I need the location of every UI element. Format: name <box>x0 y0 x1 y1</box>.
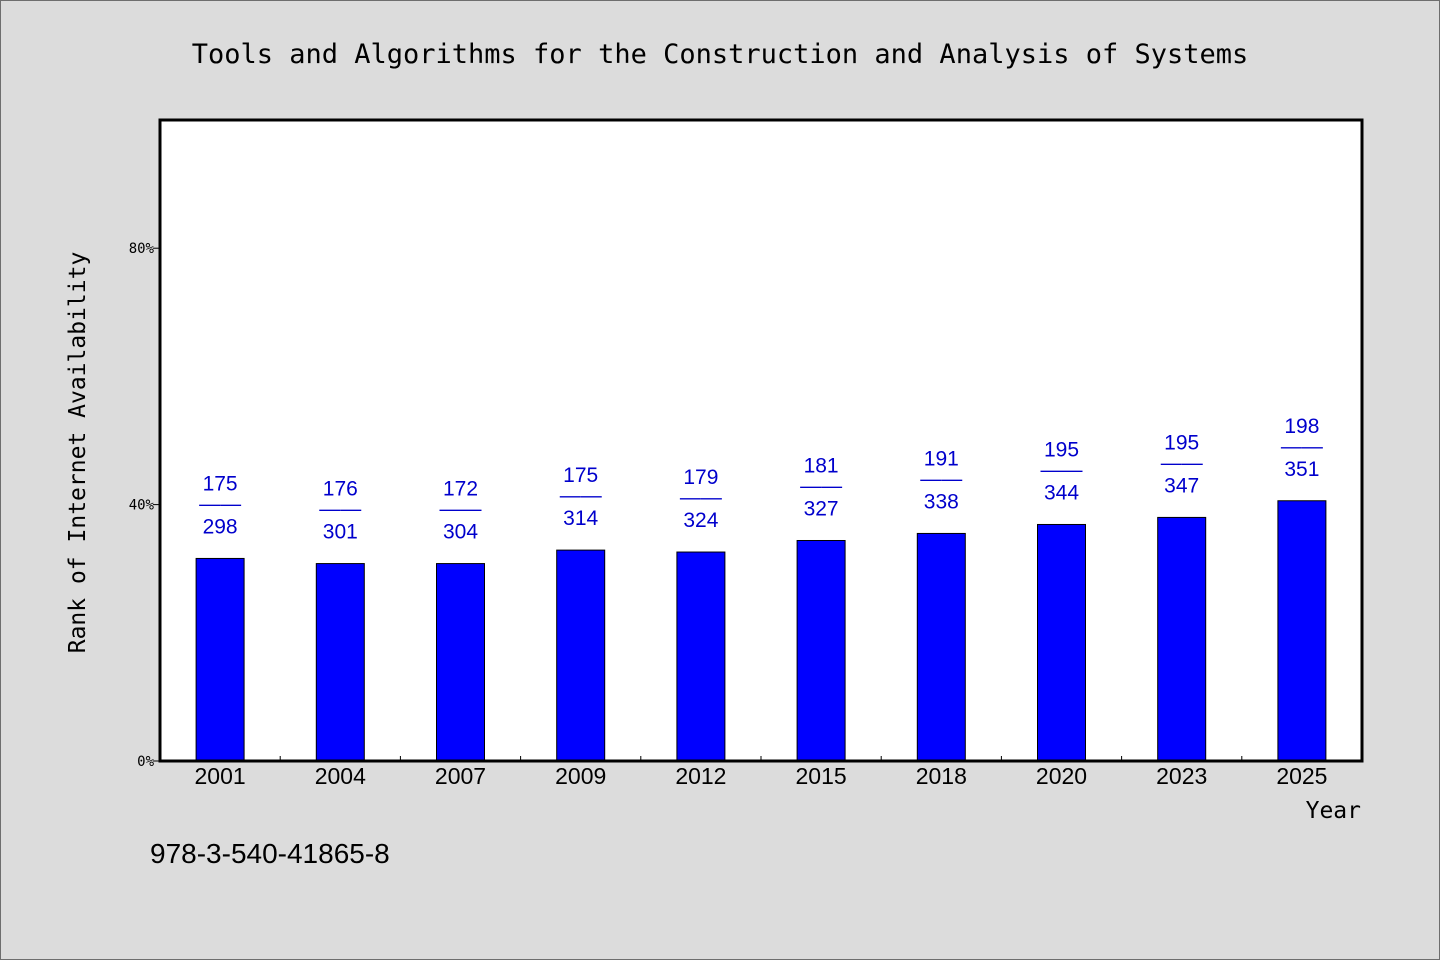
x-tick-label-2012: 2012 <box>675 763 726 789</box>
data-label-top-2001: 175 <box>203 472 238 495</box>
x-axis-title: Year <box>1306 798 1361 824</box>
bar-2025 <box>1277 500 1327 762</box>
bars-group <box>195 500 1327 762</box>
data-label-top-2007: 172 <box>443 478 478 501</box>
x-tick-label-2004: 2004 <box>315 763 366 789</box>
data-label-top-2018: 191 <box>924 447 959 470</box>
bar-2023 <box>1157 516 1207 762</box>
x-tick-label-2025: 2025 <box>1276 763 1327 789</box>
data-label-separator-2020: —— <box>1041 458 1083 481</box>
y-axis: 0% 40% 80% <box>129 241 160 770</box>
data-label-separator-2007: —— <box>440 498 482 521</box>
data-label-separator-2004: —— <box>319 498 361 521</box>
x-tick-label-2023: 2023 <box>1156 763 1207 789</box>
data-label-top-2025: 198 <box>1284 415 1319 438</box>
chart-title: Tools and Algorithms for the Constructio… <box>192 39 1249 70</box>
bar-2007 <box>436 563 485 762</box>
data-label-bottom-2009: 314 <box>563 507 598 530</box>
data-label-bottom-2001: 298 <box>203 515 238 538</box>
data-label-top-2009: 175 <box>563 464 598 487</box>
data-labels-group: 175——298176——301172——304175——314179——324… <box>199 415 1323 544</box>
data-label-separator-2015: —— <box>800 474 842 497</box>
data-label-bottom-2018: 338 <box>924 490 959 513</box>
x-tick-label-2007: 2007 <box>435 763 486 789</box>
x-tick-label-2001: 2001 <box>195 763 246 789</box>
data-label-top-2020: 195 <box>1044 438 1079 461</box>
y-tick-label: 40% <box>129 498 155 514</box>
data-label-bottom-2020: 344 <box>1044 481 1079 504</box>
bar-2018 <box>916 532 966 762</box>
bar-2004 <box>315 563 365 762</box>
bar-2009 <box>556 549 606 762</box>
bar-2001 <box>195 557 245 762</box>
x-axis: 2001 2004 2007 2009 2012 2015 2018 2020 2023 2025 <box>195 756 1327 789</box>
data-label-separator-2025: —— <box>1281 435 1323 458</box>
bar-2012 <box>676 551 726 762</box>
data-label-separator-2012: —— <box>680 486 722 509</box>
data-label-separator-2023: —— <box>1161 451 1203 474</box>
bar-2020 <box>1037 523 1086 762</box>
data-label-top-2004: 176 <box>323 478 358 501</box>
x-tick-label-2009: 2009 <box>555 763 606 789</box>
data-label-separator-2009: —— <box>560 484 602 507</box>
y-axis-title: Rank of Internet Availability <box>65 252 91 654</box>
data-label-bottom-2015: 327 <box>804 497 839 520</box>
x-tick-label-2018: 2018 <box>916 763 967 789</box>
data-label-top-2023: 195 <box>1164 431 1199 454</box>
data-label-separator-2001: —— <box>199 492 241 515</box>
data-label-separator-2018: —— <box>920 467 962 490</box>
bar-2015 <box>796 539 846 762</box>
data-label-top-2015: 181 <box>804 454 839 477</box>
data-label-bottom-2025: 351 <box>1284 458 1319 481</box>
data-label-bottom-2007: 304 <box>443 521 478 544</box>
data-label-bottom-2023: 347 <box>1164 474 1199 497</box>
data-label-bottom-2012: 324 <box>683 509 718 532</box>
x-tick-label-2015: 2015 <box>796 763 847 789</box>
footer-isbn: 978-3-540-41865-8 <box>150 838 390 869</box>
data-label-top-2012: 179 <box>683 466 718 489</box>
y-tick-label: 0% <box>137 754 154 770</box>
data-label-bottom-2004: 301 <box>323 521 358 544</box>
x-tick-label-2020: 2020 <box>1036 763 1087 789</box>
y-tick-label: 80% <box>129 241 155 257</box>
